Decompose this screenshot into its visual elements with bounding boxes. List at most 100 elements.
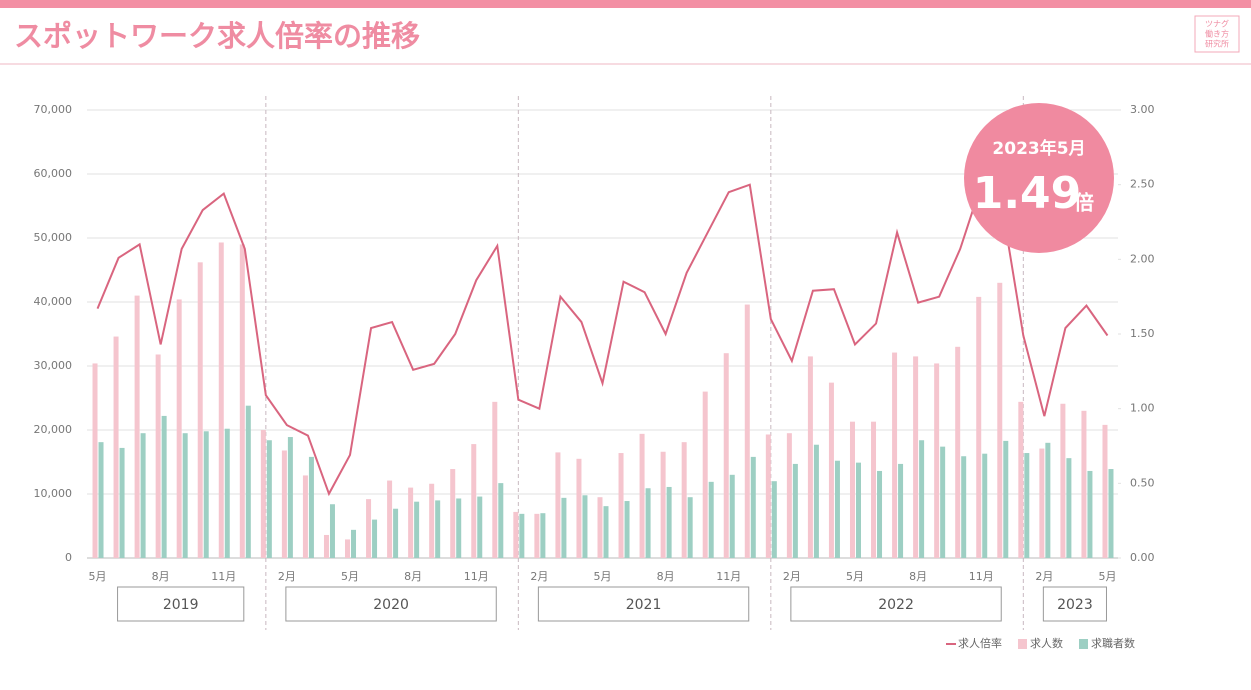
bar (308, 456, 314, 558)
bar (687, 497, 693, 558)
line (96, 182, 1109, 497)
y-tick-label: 60,000 (34, 167, 73, 180)
bar (1003, 440, 1009, 558)
y-tick-label: 30,000 (34, 359, 73, 372)
bar (281, 450, 287, 558)
legend-label: 求職者数 (1091, 637, 1135, 650)
bar (708, 481, 714, 558)
y-tick-label: 50,000 (34, 231, 73, 244)
bar (855, 462, 861, 558)
page-title: スポットワーク求人倍率の推移 (14, 19, 420, 53)
x-tick-label: 11月 (716, 570, 741, 583)
x-tick-label: 2月 (530, 570, 548, 583)
year-box (790, 586, 1002, 622)
bar (624, 501, 630, 558)
bar (681, 442, 687, 558)
x-tick-label: 8月 (909, 570, 927, 583)
x-tick-label: 5月 (846, 570, 864, 583)
year-box (117, 586, 245, 622)
x-tick-label: 5月 (341, 570, 359, 583)
legend-swatch (1079, 639, 1088, 649)
bar (477, 496, 483, 558)
bar (372, 519, 378, 558)
year-box (285, 586, 497, 622)
bar (471, 444, 477, 558)
bar (492, 401, 498, 558)
x-tick-label: 5月 (594, 570, 612, 583)
bar (498, 483, 504, 558)
x-tick-label: 8月 (404, 570, 422, 583)
bar (218, 242, 224, 559)
legend-swatch (1018, 639, 1027, 649)
badge-unit: 倍 (1074, 191, 1094, 215)
bar (1081, 410, 1087, 558)
bar (203, 431, 209, 558)
bar (456, 498, 462, 558)
bar (828, 382, 834, 558)
bar (771, 481, 777, 558)
x-tick-label: 2月 (1035, 570, 1053, 583)
logo-text: 働き方 (1205, 29, 1229, 39)
bar (119, 447, 125, 558)
bar (961, 456, 967, 558)
x-tick-label: 8月 (152, 570, 170, 583)
bar (813, 444, 819, 558)
year-label: 2023 (1057, 597, 1093, 613)
bar (1018, 401, 1024, 558)
year-label: 2022 (878, 597, 914, 613)
y2-tick-label: 2.00 (1130, 252, 1155, 265)
bar (982, 453, 988, 558)
bar (892, 352, 898, 558)
y2-tick-label: 2.50 (1130, 178, 1155, 191)
y2-tick-label: 0.00 (1130, 551, 1155, 564)
bar (576, 458, 582, 558)
bar (702, 391, 708, 558)
bar (540, 513, 546, 558)
bar (871, 421, 877, 558)
x-tick-label: 11月 (464, 570, 489, 583)
bar (723, 353, 729, 558)
y-tick-label: 20,000 (34, 423, 73, 436)
bar (1039, 448, 1045, 558)
bar (792, 463, 798, 558)
bar (898, 463, 904, 558)
x-tick-label: 5月 (1098, 570, 1116, 583)
y2-tick-label: 3.00 (1130, 103, 1155, 116)
bar (582, 495, 588, 558)
bar (92, 363, 98, 558)
year-label: 2019 (163, 597, 199, 613)
bar (729, 474, 735, 558)
x-tick-label: 11月 (211, 570, 236, 583)
bar (435, 500, 441, 558)
bar (1108, 469, 1114, 558)
x-tick-label: 2月 (783, 570, 801, 583)
bar (429, 483, 435, 558)
bar (161, 415, 167, 558)
bar (786, 433, 792, 558)
y2-tick-label: 0.50 (1130, 476, 1155, 489)
bar (450, 469, 456, 558)
bar (260, 430, 266, 558)
bar (408, 487, 414, 558)
bar (877, 470, 883, 558)
bar (155, 354, 161, 558)
header-bar (0, 0, 1251, 8)
bar (919, 440, 925, 558)
bar (239, 244, 245, 558)
bar (1066, 458, 1072, 558)
legend-label: 求人数 (1030, 637, 1063, 650)
bar (660, 451, 666, 558)
bar (302, 475, 308, 558)
bar (976, 296, 982, 558)
bar (913, 356, 919, 558)
bar (197, 262, 203, 558)
y-tick-label: 40,000 (34, 295, 73, 308)
bar (834, 460, 840, 558)
bar (414, 501, 420, 558)
bar (134, 295, 140, 558)
bar (140, 433, 146, 558)
bar (955, 346, 961, 558)
bar (618, 453, 624, 558)
bar (555, 452, 561, 558)
